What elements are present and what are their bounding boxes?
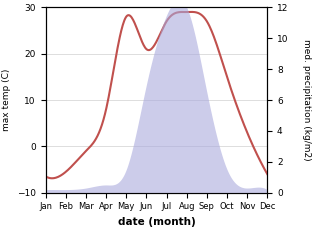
Y-axis label: med. precipitation (kg/m2): med. precipitation (kg/m2) [303,39,311,161]
Y-axis label: max temp (C): max temp (C) [2,69,11,131]
X-axis label: date (month): date (month) [118,217,195,227]
